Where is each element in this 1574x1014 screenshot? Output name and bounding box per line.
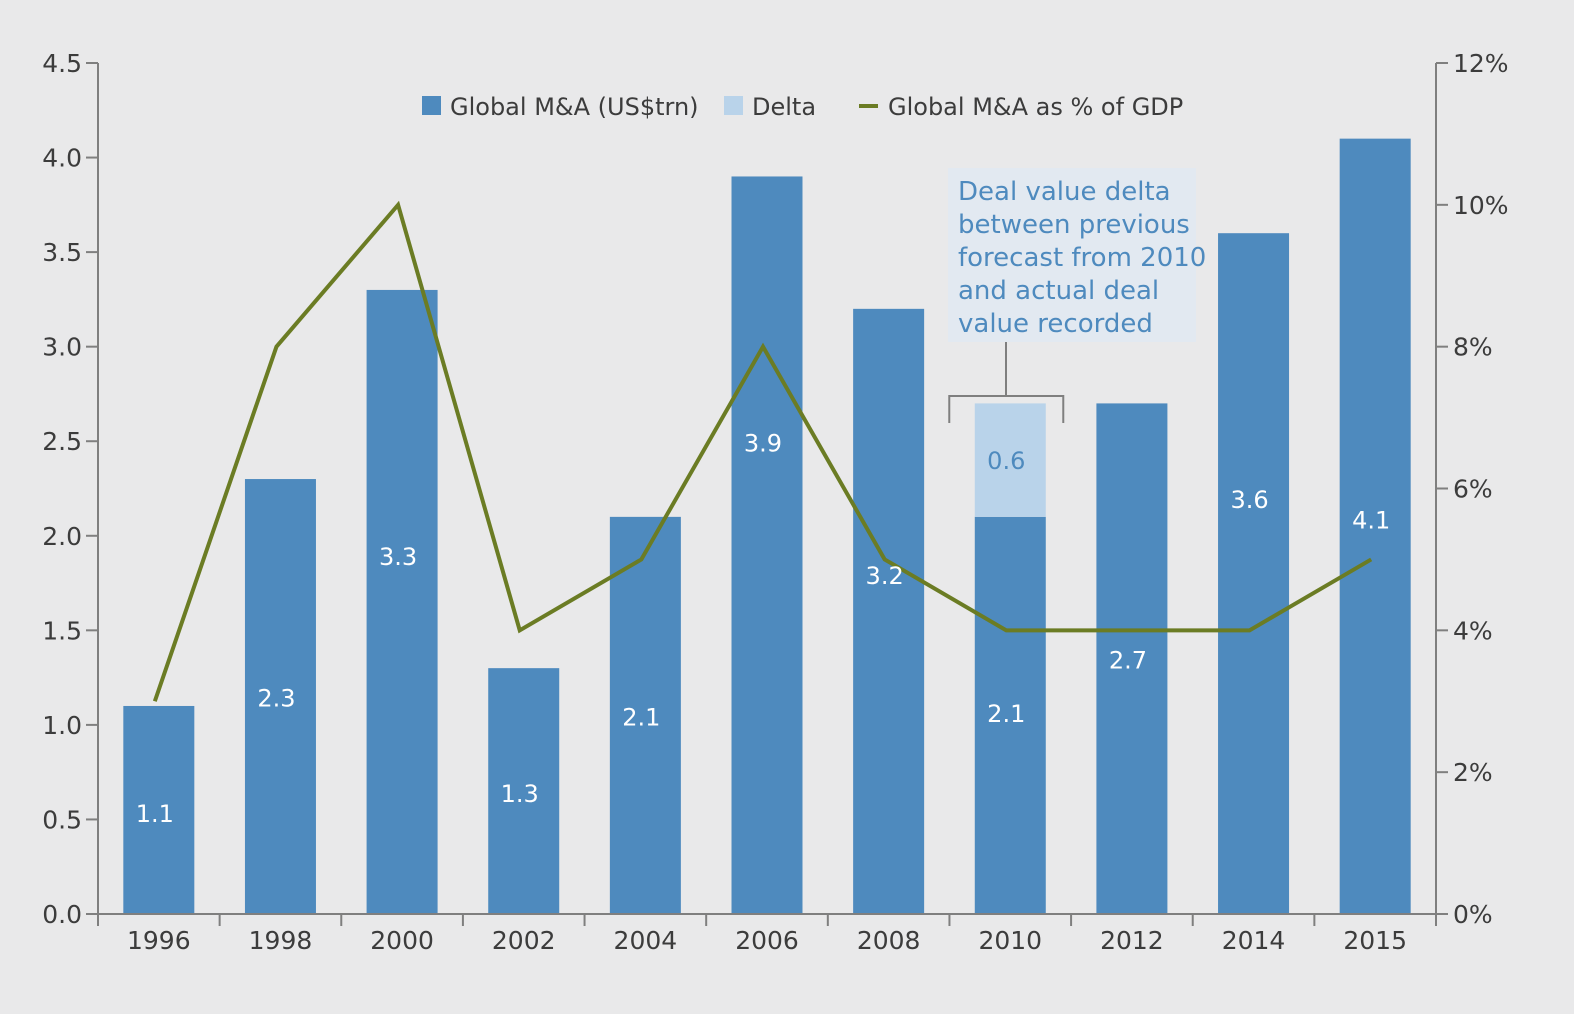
bar-labels: 1.1 2.3 3.3 1.3 2.1 3.9 3.2 2.1 2.7 3.6 4.1 0.6: [136, 429, 1391, 828]
bar-2015: [1339, 138, 1411, 915]
left-axis-tick-label: 2.5: [42, 427, 82, 456]
bar-value-label: 3.2: [866, 562, 904, 590]
annotation-text-line: forecast from 2010: [958, 243, 1206, 273]
x-axis-category-label: 1996: [127, 926, 191, 955]
legend-label: Global M&A as % of GDP: [888, 93, 1183, 121]
left-axis-tick-label: 1.5: [42, 616, 82, 645]
bar-2006: [731, 176, 803, 914]
left-axis-tick-label: 3.5: [42, 238, 82, 267]
bar-value-label: 2.1: [987, 700, 1025, 728]
bar-1998: [244, 479, 316, 914]
bar-2014: [1218, 233, 1290, 914]
delta-bar-2010: [974, 403, 1046, 517]
left-axis: 0.0 0.5 1.0 1.5 2.0 2.5 3.0 3.5 4.0 4.5: [42, 49, 99, 929]
x-axis-category-label: 2006: [735, 926, 799, 955]
left-axis-tick-label: 1.0: [42, 711, 82, 740]
legend-label: Global M&A (US$trn): [450, 93, 699, 121]
bar-2000: [366, 289, 438, 914]
plot-line: [152, 200, 1373, 702]
left-axis-tick-label: 4.0: [42, 144, 82, 173]
right-axis-tick-label: 6%: [1453, 475, 1493, 504]
gdp-percent-line: [152, 200, 1373, 702]
annotation-text-line: between previous: [958, 210, 1190, 240]
bar-value-label: 3.6: [1230, 486, 1268, 514]
x-axis-category-label: 2000: [370, 926, 434, 955]
left-axis-tick-label: 2.0: [42, 522, 82, 551]
annotation-text-line: value recorded: [958, 309, 1153, 339]
x-axis-category-label: 2015: [1343, 926, 1407, 955]
bar-value-label: 4.1: [1352, 507, 1390, 535]
left-axis-tick-label: 0.0: [42, 900, 82, 929]
annotation-text-line: and actual deal: [958, 276, 1159, 306]
legend-label: Delta: [752, 93, 816, 121]
x-axis-category-label: 2014: [1222, 926, 1286, 955]
right-axis-tick-label: 8%: [1453, 333, 1493, 362]
bar-value-label: 2.7: [1109, 647, 1147, 675]
bar-2010: [974, 516, 1046, 914]
plot-bars: [123, 138, 1411, 915]
bar-value-label: 2.3: [257, 685, 295, 713]
legend-swatch: [724, 96, 743, 115]
right-axis-tick-label: 0%: [1453, 900, 1493, 929]
right-axis-tick-label: 4%: [1453, 616, 1493, 645]
legend: Global M&A (US$trn) Delta Global M&A as % …: [422, 93, 1183, 121]
bar-value-label: 1.3: [501, 780, 539, 808]
left-axis-tick-label: 0.5: [42, 805, 82, 834]
x-axis-category-label: 1998: [249, 926, 313, 955]
x-axis-category-label: 2010: [978, 926, 1042, 955]
x-axis-category-label: 2004: [614, 926, 678, 955]
bar-1996: [123, 705, 195, 914]
right-axis-tick-label: 10%: [1453, 191, 1509, 220]
bar-2002: [488, 668, 560, 914]
bar-value-label: 3.3: [379, 543, 417, 571]
x-axis-category-label: 2012: [1100, 926, 1164, 955]
left-axis-tick-label: 3.0: [42, 333, 82, 362]
delta-value-label: 0.6: [987, 447, 1025, 475]
left-axis-tick-label: 4.5: [42, 49, 82, 78]
right-axis: 0% 2% 4% 6% 8% 10% 12%: [1435, 49, 1509, 929]
annotation-text-line: Deal value delta: [958, 177, 1171, 207]
bar-2008: [853, 308, 925, 914]
bar-value-label: 1.1: [136, 800, 174, 828]
x-axis-category-label: 2002: [492, 926, 556, 955]
right-axis-tick-label: 12%: [1453, 49, 1509, 78]
annotation-box: [948, 168, 1196, 342]
legend-swatch: [422, 96, 441, 115]
x-axis: 1996 1998 2000 2002 2004 2006 2008 2010 2012 2014…: [97, 913, 1437, 955]
bar-2012: [1096, 403, 1168, 914]
x-axis-category-label: 2008: [857, 926, 921, 955]
bar-value-label: 2.1: [622, 703, 660, 731]
bar-value-label: 3.9: [744, 429, 782, 457]
right-axis-tick-label: 2%: [1453, 758, 1493, 787]
bar-2004: [609, 516, 681, 914]
